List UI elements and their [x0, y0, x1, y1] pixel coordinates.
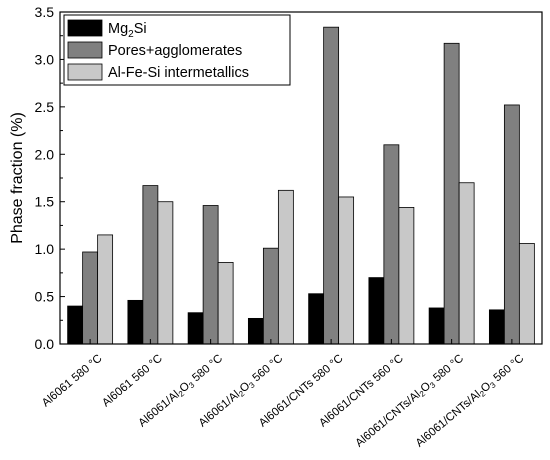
- y-tick-label: 2.5: [35, 99, 55, 115]
- legend-label: Al-Fe-Si intermetallics: [108, 65, 249, 81]
- bar-mg2si-1: [67, 305, 84, 345]
- y-axis-label: Phase fraction (%): [9, 112, 26, 244]
- bar-pores-agglomerates-5: [323, 26, 340, 345]
- bar-mg2si-7: [428, 307, 445, 345]
- legend-label: Pores+agglomerates: [108, 43, 242, 59]
- y-tick-label: 0.5: [35, 289, 55, 305]
- bar-al-fe-si-intermetallics-5: [338, 196, 355, 345]
- bar-mg2si-8: [488, 309, 505, 345]
- y-tick-label: 2.0: [35, 146, 55, 162]
- y-tick-label: 3.0: [35, 51, 55, 67]
- bar-mg2si-3: [187, 312, 204, 345]
- bar-pores-agglomerates-3: [202, 205, 219, 345]
- bar-pores-agglomerates-2: [142, 185, 159, 345]
- legend: Mg2Si Pores+agglomerates Al-Fe-Si intermet…: [63, 14, 291, 86]
- bar-al-fe-si-intermetallics-1: [97, 234, 114, 345]
- bar-mg2si-5: [308, 293, 325, 345]
- bar-al-fe-si-intermetallics-3: [217, 262, 234, 345]
- bar-pores-agglomerates-8: [503, 104, 520, 345]
- legend-swatch: [67, 41, 103, 59]
- x-tick-label: Al6061 560 °C: [100, 353, 165, 410]
- x-tick-label: Al6061 580 °C: [40, 353, 105, 410]
- bar-al-fe-si-intermetallics-6: [398, 207, 415, 345]
- bar-pores-agglomerates-4: [262, 247, 279, 345]
- bar-al-fe-si-intermetallics-8: [518, 243, 535, 345]
- bar-al-fe-si-intermetallics-4: [277, 189, 294, 345]
- bar-al-fe-si-intermetallics-7: [458, 182, 475, 345]
- y-tick-label: 1.5: [35, 194, 55, 210]
- x-tick-label: Al6061/CNTs/Al2O3 580 °C: [354, 353, 467, 451]
- bar-mg2si-2: [127, 299, 144, 345]
- x-tick-label: Al6061/CNTs/Al2O3 560 °C: [414, 353, 527, 451]
- bar-mg2si-6: [368, 277, 385, 345]
- legend-label: Mg2Si: [108, 21, 147, 40]
- bar-pores-agglomerates-7: [443, 42, 460, 345]
- y-axis: 0.0 0.5 1.0 1.5 2.0 2.5 3.0 3.5: [35, 4, 65, 352]
- bar-pores-agglomerates-1: [82, 251, 99, 345]
- legend-swatch: [67, 19, 103, 37]
- y-tick-label: 0.0: [35, 336, 55, 352]
- y-tick-label: 3.5: [35, 4, 55, 20]
- bar-mg2si-4: [247, 317, 264, 345]
- y-tick-label: 1.0: [35, 241, 55, 257]
- bar-pores-agglomerates-6: [383, 144, 400, 345]
- legend-swatch: [67, 63, 103, 81]
- bar-al-fe-si-intermetallics-2: [157, 201, 174, 345]
